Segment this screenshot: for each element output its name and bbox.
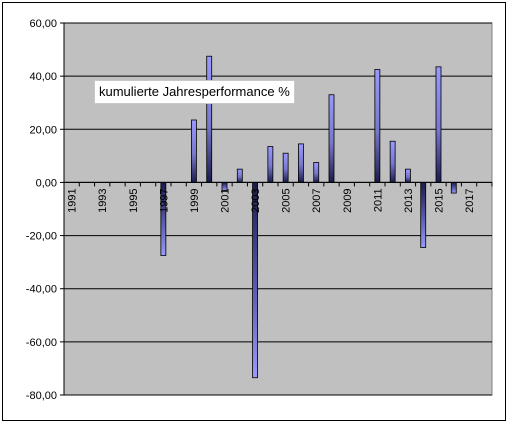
bar-2000 xyxy=(206,55,213,183)
x-tick-label: 2013 xyxy=(403,188,415,212)
bar-2006 xyxy=(298,143,304,183)
y-tick-labels: 60,00 40,00 20,00 0,00 -20,00 -40,00 -60,00 -80… xyxy=(26,18,57,402)
y-tick-label: -20,00 xyxy=(26,231,57,243)
x-tick-label: 1995 xyxy=(128,188,140,212)
x-tick-label: 2009 xyxy=(342,188,354,212)
axes xyxy=(60,22,493,396)
bar-1999 xyxy=(191,119,197,183)
bar-2002 xyxy=(236,168,243,183)
x-tick-label: 1991 xyxy=(67,188,79,212)
y-tick-label: -60,00 xyxy=(26,337,57,349)
bar-2015 xyxy=(435,66,442,183)
bar-2016 xyxy=(450,182,457,194)
bar-2013 xyxy=(405,168,411,183)
bar-2008 xyxy=(328,94,335,183)
bar-2004 xyxy=(267,146,274,183)
x-tick-labels: 1991 1993 1995 1997 1999 2001 2003 2005 2007 2009… xyxy=(67,188,476,212)
bar-2005 xyxy=(282,152,289,183)
y-tick-label: 40,00 xyxy=(29,71,57,83)
bar-2007 xyxy=(313,162,320,183)
y-tick-label: 60,00 xyxy=(29,18,57,30)
x-tick-label: 1999 xyxy=(189,188,201,212)
y-tick-label: -40,00 xyxy=(26,284,57,296)
y-tick-label: -80,00 xyxy=(26,390,57,402)
x-tick-label: 2003 xyxy=(250,188,262,212)
x-tick-label: 2005 xyxy=(281,188,293,212)
x-tick-label: 2017 xyxy=(464,188,476,212)
bar-2011 xyxy=(374,69,381,183)
x-tick-label: 2011 xyxy=(372,188,384,212)
y-tick-label: 20,00 xyxy=(29,124,57,136)
x-tick-label: 1993 xyxy=(97,188,109,212)
x-tick-label: 1997 xyxy=(158,188,170,212)
y-tick-label: 0,00 xyxy=(36,177,57,189)
bar-2012 xyxy=(389,140,396,183)
x-tick-label: 2007 xyxy=(311,188,323,212)
x-tick-label: 2001 xyxy=(220,188,232,212)
x-tick-label: 2015 xyxy=(434,188,446,212)
bar-2014 xyxy=(420,182,427,248)
legend: kumulierte Jahresperformance % xyxy=(94,80,295,104)
